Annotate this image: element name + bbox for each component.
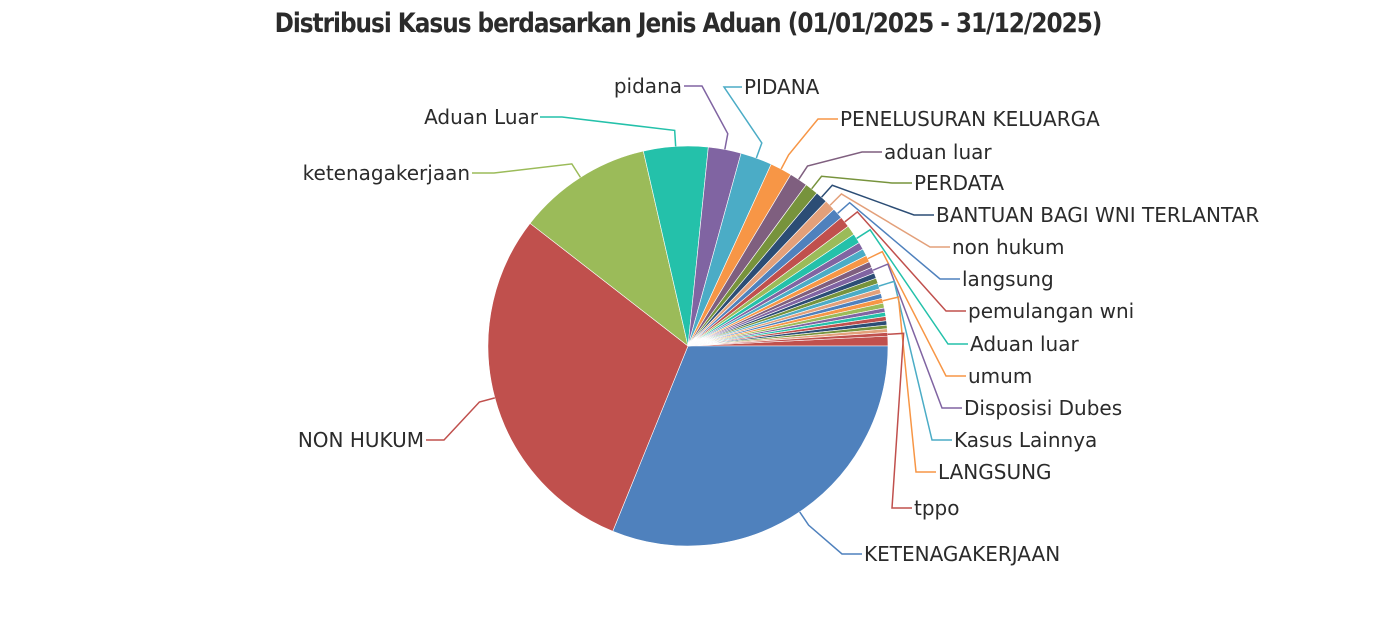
leader-line-34 (887, 332, 912, 509)
leader-line-9 (811, 175, 912, 190)
leader-line-7 (780, 118, 838, 170)
leader-line-4 (540, 116, 677, 147)
slice-label: aduan luar (884, 140, 992, 164)
leader-line-11 (829, 193, 950, 248)
leader-line-15 (856, 228, 968, 345)
slice-label: tppo (914, 496, 959, 520)
slice-label: PIDANA (744, 75, 820, 99)
slice-label: NON HUKUM (298, 428, 424, 452)
slice-label: BANTUAN BAGI WNI TERLANTAR (936, 203, 1259, 227)
leader-line-6 (722, 86, 763, 159)
slice-label: umum (968, 364, 1032, 388)
slice-label: pemulangan wni (968, 299, 1134, 323)
slice-label: Aduan Luar (424, 105, 539, 129)
leader-line-20 (872, 263, 962, 409)
slice-label: langsung (962, 267, 1054, 291)
slice-label: pidana (614, 74, 682, 98)
slice-labels: KETENAGAKERJAAN NON HUKUM ketenagakerjaan A… (298, 74, 1260, 566)
slice-label: PENELUSURAN KELUARGA (840, 107, 1100, 131)
leader-line-18 (867, 250, 966, 377)
slice-label: KETENAGAKERJAAN (864, 542, 1060, 566)
leader-line-23 (878, 280, 952, 441)
leader-line-13 (844, 210, 966, 312)
slice-label: ketenagakerjaan (303, 161, 470, 185)
leader-line-8 (798, 151, 882, 180)
leader-line-10 (821, 184, 934, 216)
leader-line-3 (472, 163, 582, 178)
slice-label: non hukum (952, 235, 1064, 259)
slice-label: Kasus Lainnya (954, 428, 1097, 452)
leader-line-2 (426, 397, 496, 441)
leader-line-5 (684, 85, 729, 150)
pie-slice-tppo (687, 332, 889, 347)
chart-title: Distribusi Kasus berdasarkan Jenis Aduan… (274, 8, 1103, 39)
leader-line-26 (882, 296, 936, 473)
slice-label: LANGSUNG (938, 460, 1052, 484)
slice-label: PERDATA (914, 171, 1004, 195)
slice-label: Disposisi Dubes (964, 396, 1122, 420)
slice-label: Aduan luar (970, 332, 1079, 356)
leader-lines (426, 85, 968, 555)
leader-line-12 (837, 201, 960, 280)
leader-line-1 (799, 511, 862, 555)
pie-slices (487, 145, 889, 547)
